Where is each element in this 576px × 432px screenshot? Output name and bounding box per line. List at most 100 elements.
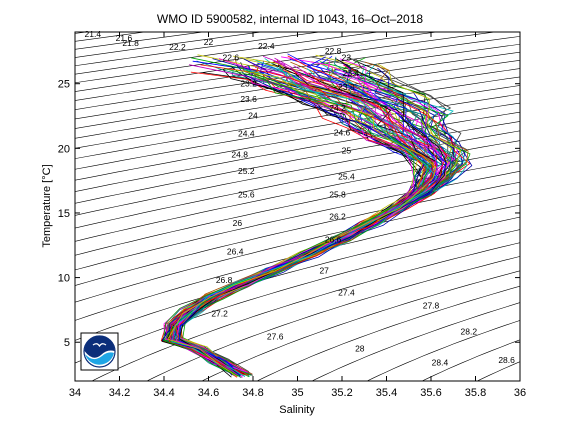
y-axis-ticks: 5 10 15 20 25	[58, 79, 520, 349]
isopycnal-line	[75, 36, 520, 101]
isopycnal-label: 22.2	[169, 42, 186, 52]
isopycnal-label: 22	[204, 37, 214, 47]
profile-trace	[179, 58, 447, 375]
x-tick-label: 35	[291, 387, 303, 399]
isopycnal-label: 24.6	[334, 127, 351, 137]
isopycnal-line	[562, 19, 576, 394]
profile-trace	[176, 61, 446, 373]
isopycnal-line	[311, 302, 520, 381]
isopycnal-label: 28.2	[461, 327, 478, 337]
isopycnal-line	[75, 229, 520, 364]
x-tick-label: 35.8	[465, 387, 486, 399]
y-axis-label: Temperature [°C]	[41, 164, 53, 247]
isopycnal-label: 25.8	[329, 190, 346, 200]
profile-trace	[167, 55, 423, 375]
isopycnal-label: 26.8	[216, 275, 233, 285]
isopycnal-line	[75, 204, 520, 321]
isopycnal-label: 26.2	[329, 211, 346, 221]
isopycnal-label: 23.8	[338, 82, 355, 92]
isopycnal-line	[75, 68, 520, 139]
profile-trace	[162, 57, 420, 375]
y-tick-label: 10	[58, 273, 70, 285]
isopycnal-label: 25.6	[238, 190, 255, 200]
profile-traces	[160, 53, 473, 378]
x-tick-label: 34	[69, 387, 81, 399]
isopycnal-label: 23	[342, 52, 352, 62]
y-tick-label: 15	[58, 208, 70, 220]
isopycnal-line	[146, 256, 520, 381]
isopycnal-line	[75, 216, 520, 341]
isopycnal-label: 21.6	[116, 33, 133, 43]
isopycnal-label: 24	[248, 111, 258, 121]
isopycnal-label: 27.6	[267, 332, 284, 342]
x-axis-label: Salinity	[279, 404, 315, 416]
isopycnal-line	[75, 32, 439, 84]
profile-trace	[178, 56, 448, 376]
x-tick-label: 34.2	[109, 387, 130, 399]
isopycnal-line	[0, 19, 67, 394]
isopycnal-line	[75, 171, 520, 271]
isopycnal-line	[75, 130, 520, 216]
isopycnal-label: 22.6	[223, 52, 240, 62]
isopycnal-label: 22.4	[258, 41, 275, 51]
profile-trace	[172, 58, 469, 376]
profile-trace	[160, 71, 426, 378]
isopycnal-labels: 21.4 21.621.8 22 22.2 22.4 22.6 22.823 23.2 23.4…	[85, 29, 516, 367]
noaa-logo	[80, 332, 119, 371]
isopycnal-label: 28.4	[432, 358, 449, 368]
isopycnal-label: 26	[233, 218, 243, 228]
y-tick-label: 20	[58, 143, 70, 155]
profile-trace	[169, 65, 443, 376]
isopycnal-line	[75, 43, 520, 110]
isopycnal-label: 24.4	[238, 129, 255, 139]
isopycnal-line	[0, 19, 9, 394]
isopycnal-line	[366, 320, 520, 381]
chart-title: WMO ID 5900582, internal ID 1043, 16–Oct…	[157, 12, 423, 26]
profile-trace	[179, 64, 466, 377]
isopycnal-label: 21.8	[122, 38, 139, 48]
isopycnal-label: 23.2	[240, 78, 257, 88]
isopycnal-line	[201, 270, 520, 381]
isopycnal-line	[75, 76, 520, 149]
isopycnal-line	[75, 150, 520, 242]
profile-trace	[168, 68, 435, 376]
x-tick-label: 34.8	[242, 387, 263, 399]
noaa-logo-wave	[85, 352, 114, 365]
profile-trace	[172, 71, 457, 378]
isopycnal-line	[507, 19, 576, 394]
isopycnal-label: 24.2	[329, 103, 346, 113]
isopycnal-label: 23.4	[343, 68, 360, 78]
isopycnal-label: 27.2	[211, 308, 228, 318]
isopycnal-line	[75, 140, 520, 229]
isopycnal-line	[75, 59, 520, 129]
x-tick-label: 35.2	[331, 387, 352, 399]
isopycnal-label: 28.6	[498, 355, 515, 365]
profile-trace	[172, 67, 452, 376]
isopycnal-line	[75, 160, 520, 256]
isopycnal-line	[256, 285, 520, 381]
isopycnal-label: 24.8	[231, 149, 248, 159]
isopycnal-label: 21.4	[85, 29, 102, 39]
profile-trace	[166, 63, 444, 375]
isopycnal-label: 26.4	[227, 246, 244, 256]
noaa-logo-gull	[92, 343, 107, 348]
isopycnal-label: 25	[342, 146, 352, 156]
profile-trace	[171, 58, 448, 376]
isopycnal-label: 25.4	[338, 171, 355, 181]
x-tick-label: 36	[514, 387, 526, 399]
isopycnal-label: 25.2	[238, 166, 255, 176]
y-tick-label: 5	[64, 337, 70, 349]
isopycnal-label: 26.6	[325, 235, 342, 245]
profile-trace	[172, 65, 433, 376]
isopycnal-line	[75, 32, 498, 92]
profile-trace	[166, 65, 435, 377]
profile-trace	[163, 68, 432, 377]
profile-trace	[172, 61, 440, 375]
x-tick-label: 35.6	[420, 387, 441, 399]
isopycnal-label: 27	[319, 266, 329, 276]
profile-trace	[180, 69, 464, 377]
x-tick-label: 34.4	[153, 387, 174, 399]
x-tick-label: 35.4	[376, 387, 397, 399]
isopycnal-line	[421, 339, 520, 381]
